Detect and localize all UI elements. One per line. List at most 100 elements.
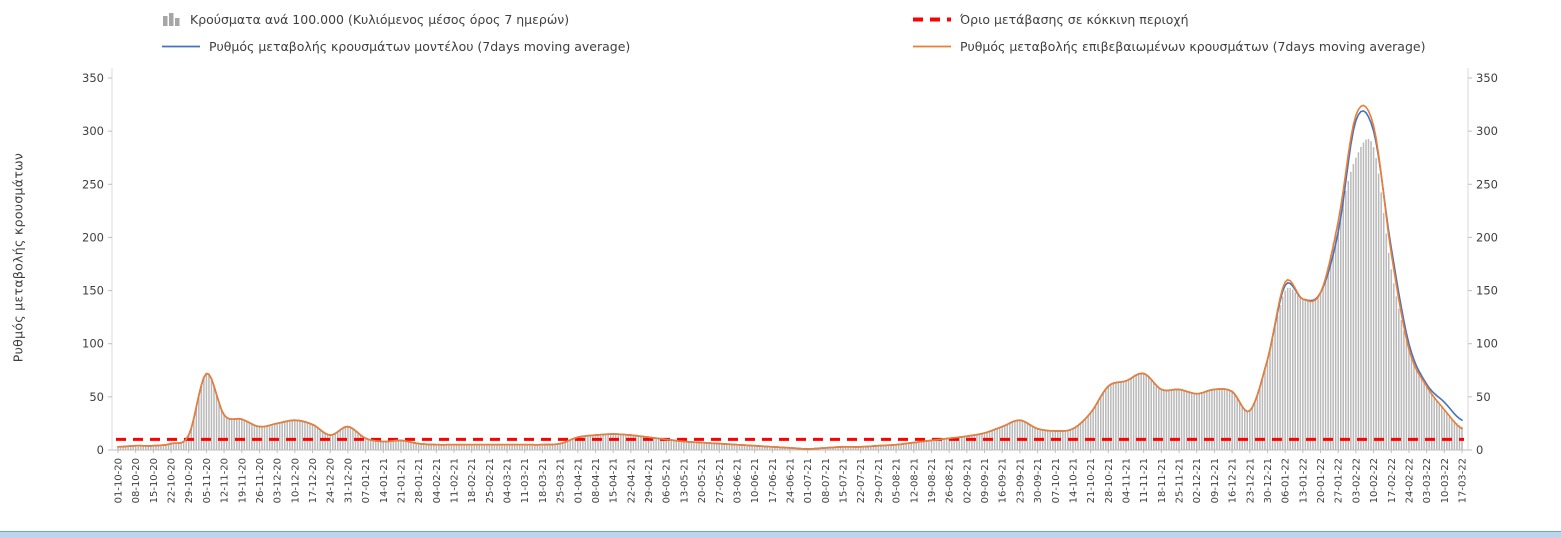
svg-text:09-12-21: 09-12-21 [1210,458,1221,503]
svg-text:02-12-21: 02-12-21 [1192,458,1203,503]
svg-text:30-12-21: 30-12-21 [1263,458,1274,503]
svg-text:15-10-20: 15-10-20 [149,458,160,503]
svg-text:10-03-22: 10-03-22 [1440,458,1451,503]
svg-text:01-07-21: 01-07-21 [803,458,814,503]
svg-text:19-11-20: 19-11-20 [237,458,248,503]
svg-text:08-07-21: 08-07-21 [821,458,832,503]
svg-text:24-02-22: 24-02-22 [1404,458,1415,503]
svg-text:03-02-22: 03-02-22 [1351,458,1362,503]
svg-text:10-02-22: 10-02-22 [1369,458,1380,503]
svg-text:04-11-21: 04-11-21 [1122,458,1133,503]
svg-text:30-09-21: 30-09-21 [1033,458,1044,503]
svg-text:200: 200 [1476,230,1498,244]
svg-text:23-09-21: 23-09-21 [1015,458,1026,503]
svg-text:11-03-21: 11-03-21 [520,458,531,503]
svg-text:150: 150 [1476,284,1498,298]
svg-text:02-09-21: 02-09-21 [962,458,973,503]
svg-text:01-10-20: 01-10-20 [114,458,125,503]
svg-text:27-01-22: 27-01-22 [1334,458,1345,503]
svg-text:28-01-21: 28-01-21 [414,458,425,503]
legend-item-cases-bars: Κρούσματα ανά 100.000 (Κυλιόμενος μέσος … [162,12,569,27]
svg-text:17-03-22: 17-03-22 [1458,458,1469,503]
svg-text:21-10-21: 21-10-21 [1086,458,1097,503]
svg-text:05-08-21: 05-08-21 [892,458,903,503]
blue-line-icon [162,44,200,49]
svg-text:06-01-22: 06-01-22 [1281,458,1292,503]
svg-text:19-08-21: 19-08-21 [927,458,938,503]
svg-text:04-03-21: 04-03-21 [503,458,514,503]
svg-text:15-04-21: 15-04-21 [609,458,620,503]
svg-text:14-10-21: 14-10-21 [1068,458,1079,503]
svg-text:28-10-21: 28-10-21 [1104,458,1115,503]
svg-text:10-12-20: 10-12-20 [290,458,301,503]
svg-text:17-06-21: 17-06-21 [768,458,779,503]
svg-text:05-11-20: 05-11-20 [202,458,213,503]
svg-text:17-02-22: 17-02-22 [1387,458,1398,503]
svg-text:15-07-21: 15-07-21 [839,458,850,503]
svg-text:22-10-20: 22-10-20 [167,458,178,503]
svg-text:03-06-21: 03-06-21 [732,458,743,503]
svg-text:07-10-21: 07-10-21 [1051,458,1062,503]
svg-text:29-07-21: 29-07-21 [874,458,885,503]
svg-text:17-12-20: 17-12-20 [308,458,319,503]
svg-text:300: 300 [82,124,104,138]
svg-text:08-04-21: 08-04-21 [591,458,602,503]
red-dashed-line-icon [913,16,951,23]
svg-text:18-03-21: 18-03-21 [538,458,549,503]
legend-label-cases: Κρούσματα ανά 100.000 (Κυλιόμενος μέσος … [190,12,570,27]
svg-text:07-01-21: 07-01-21 [361,458,372,503]
legend-item-threshold: Όριο μετάβασης σε κόκκινη περιοχή [913,12,1189,27]
svg-text:21-01-21: 21-01-21 [396,458,407,503]
svg-text:350: 350 [82,71,104,85]
svg-text:06-05-21: 06-05-21 [662,458,673,503]
svg-text:350: 350 [1476,71,1498,85]
svg-text:14-01-21: 14-01-21 [379,458,390,503]
legend-item-confirmed-line: Ρυθμός μεταβολής επιβεβαιωμένων κρουσμάτ… [913,39,1425,54]
svg-text:11-11-21: 11-11-21 [1139,458,1150,503]
svg-text:22-07-21: 22-07-21 [856,458,867,503]
svg-text:50: 50 [1476,390,1491,404]
svg-text:12-11-20: 12-11-20 [220,458,231,503]
svg-text:16-09-21: 16-09-21 [998,458,1009,503]
svg-text:0: 0 [1476,443,1483,457]
svg-text:27-05-21: 27-05-21 [715,458,726,503]
svg-text:01-04-21: 01-04-21 [573,458,584,503]
svg-text:22-04-21: 22-04-21 [626,458,637,503]
svg-text:03-12-20: 03-12-20 [273,458,284,503]
svg-text:31-12-20: 31-12-20 [343,458,354,503]
svg-text:08-10-20: 08-10-20 [131,458,142,503]
svg-text:29-10-20: 29-10-20 [184,458,195,503]
bar-series-icon [162,13,181,26]
svg-text:10-06-21: 10-06-21 [750,458,761,503]
svg-text:13-01-22: 13-01-22 [1298,458,1309,503]
svg-text:50: 50 [89,390,104,404]
svg-text:25-03-21: 25-03-21 [556,458,567,503]
svg-text:18-02-21: 18-02-21 [467,458,478,503]
svg-text:09-09-21: 09-09-21 [980,458,991,503]
svg-text:26-08-21: 26-08-21 [945,458,956,503]
legend-label-model: Ρυθμός μεταβολής κρουσμάτων μοντέλου (7d… [209,39,631,54]
svg-text:300: 300 [1476,124,1498,138]
svg-text:04-02-21: 04-02-21 [432,458,443,503]
svg-text:18-11-21: 18-11-21 [1157,458,1168,503]
orange-line-icon [913,44,951,49]
svg-text:11-02-21: 11-02-21 [450,458,461,503]
svg-text:20-01-22: 20-01-22 [1316,458,1327,503]
svg-text:150: 150 [82,284,104,298]
svg-text:03-03-22: 03-03-22 [1422,458,1433,503]
svg-text:29-04-21: 29-04-21 [644,458,655,503]
svg-text:24-06-21: 24-06-21 [786,458,797,503]
legend-label-confirmed: Ρυθμός μεταβολής επιβεβαιωμένων κρουσμάτ… [960,39,1426,54]
svg-text:13-05-21: 13-05-21 [679,458,690,503]
svg-text:20-05-21: 20-05-21 [697,458,708,503]
table-header-strip [0,531,1561,538]
svg-text:24-12-20: 24-12-20 [326,458,337,503]
svg-text:23-12-21: 23-12-21 [1245,458,1256,503]
svg-text:25-02-21: 25-02-21 [485,458,496,503]
svg-text:12-08-21: 12-08-21 [909,458,920,503]
svg-text:26-11-20: 26-11-20 [255,458,266,503]
legend-item-model-line: Ρυθμός μεταβολής κρουσμάτων μοντέλου (7d… [162,39,630,54]
svg-text:100: 100 [1476,337,1498,351]
